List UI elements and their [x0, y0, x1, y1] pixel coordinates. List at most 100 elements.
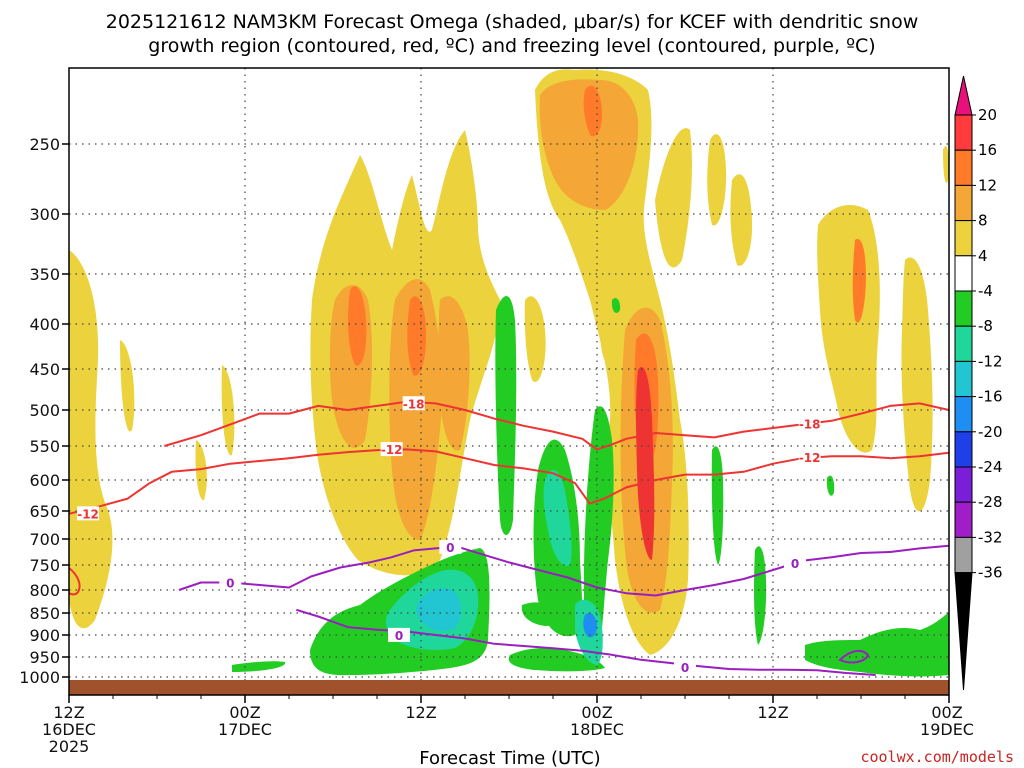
contour-series-1: [69, 448, 949, 515]
colorbar-label-8: -16: [978, 388, 1003, 406]
x-tick-label-12-line2: 17DEC: [218, 720, 272, 739]
colorbar-swatch-12: [954, 536, 973, 574]
colorbar-top-arrow: [954, 75, 973, 116]
label-dgz-lower-3: -12: [799, 451, 821, 465]
colorbar-label-1: 16: [978, 141, 997, 159]
subsidence-core-red: [636, 367, 655, 560]
x-tick-label-60-line1: 00Z: [931, 703, 962, 722]
colorbar-swatch-9: [954, 431, 973, 468]
subsidence-spikes-d: [730, 174, 753, 266]
y-tick-label-300: 300: [29, 205, 60, 224]
y-tick-label-700: 700: [29, 530, 60, 549]
x-tick-label-0-line1: 12Z: [53, 703, 84, 722]
colorbar-swatch-3: [954, 220, 973, 257]
y-tick-label-600: 600: [29, 471, 60, 490]
subsidence-core-upper: [539, 79, 639, 210]
subsidence-spike-a: [600, 296, 623, 370]
y-tick-label-900: 900: [29, 626, 60, 645]
colorbar-label-12: -32: [978, 528, 1003, 546]
y-tick-label-1000: 1000: [19, 668, 60, 687]
y-tick-label-350: 350: [29, 265, 60, 284]
x-tick-label-36-line2: 18DEC: [570, 720, 624, 739]
label-freezing-1: 0: [226, 577, 234, 591]
y-axis: 250 300 350 400 450 500 550 600 650 700 750 800 850 9…: [19, 135, 69, 687]
label-freezing-3: 0: [791, 557, 799, 571]
label-dgz-upper-1: -18: [403, 397, 425, 411]
subsidence-right-small: [524, 296, 546, 382]
ascent-low-band: [232, 661, 286, 672]
label-freezing-2-bg: [439, 539, 462, 554]
subsidence-blob-small-left: [120, 340, 135, 432]
y-tick-label-750: 750: [29, 556, 60, 575]
colorbar-label-10: -24: [978, 458, 1003, 476]
colorbar-bottom-arrow: [954, 572, 973, 691]
freezing-small-loop: [838, 649, 870, 664]
x-tick-label-0-line3: 2025: [49, 737, 90, 756]
subsidence-core-orangered: [347, 286, 367, 366]
colorbar-label-5: -4: [978, 282, 993, 300]
ascent-bottom-centre: [521, 602, 563, 626]
y-tick-label-850: 850: [29, 604, 60, 623]
colorbar-label-0: 20: [978, 106, 997, 124]
y-tick-label-250: 250: [29, 135, 60, 154]
x-tick-label-0-line2: 16DEC: [42, 720, 96, 739]
subsidence-edge-right: [943, 146, 949, 183]
label-dgz-lower-1: -12: [381, 443, 403, 457]
label-freezing-4-bg: [388, 627, 410, 642]
colorbar-swatch-11: [954, 501, 973, 538]
chart-title-line2: growth region (contoured, red, ºC) and f…: [148, 35, 875, 57]
contour-series-3: [296, 608, 876, 676]
subsidence-spikes-b: [655, 128, 693, 268]
x-tick-label-36-line1: 00Z: [581, 703, 612, 722]
ascent-spot-1: [611, 298, 621, 313]
freezing-bottom-left-arc: [69, 567, 81, 596]
ground-surface: [69, 680, 949, 695]
subsidence-spikes-c: [707, 134, 727, 226]
colorbar-swatch-4: [954, 255, 973, 292]
colorbar-label-6: -8: [978, 317, 993, 335]
label-dgz-upper-1-bg: [402, 396, 425, 411]
label-freezing-2: 0: [446, 541, 454, 555]
label-freezing-5-bg: [674, 660, 696, 675]
label-dgz-lower-3-bg: [798, 450, 821, 465]
colorbar-label-9: -20: [978, 423, 1003, 441]
subsidence-blob-left-edge: [69, 250, 113, 629]
ascent-low-right-col: [754, 546, 767, 645]
label-freezing-5: 0: [681, 661, 689, 675]
y-tick-label-800: 800: [29, 581, 60, 600]
credit-text: coolwx.com/models: [860, 748, 1014, 766]
ascent-spot-2: [826, 475, 835, 496]
x-tick-label-24-line1: 12Z: [405, 703, 436, 722]
label-freezing-1-bg: [219, 575, 242, 590]
chart-title-line1: 2025121612 NAM3KM Forecast Omega (shaded…: [106, 11, 919, 33]
label-dgz-upper-2: -18: [799, 417, 821, 431]
x-tick-label-48-line1: 12Z: [757, 703, 788, 722]
colorbar-swatch-6: [954, 325, 973, 362]
label-freezing-4: 0: [395, 629, 403, 643]
subsidence-blob-small-2: [221, 365, 235, 456]
colorbar-swatch-10: [954, 466, 973, 503]
colorbar-swatch-1: [954, 149, 973, 186]
colorbar: 20 16 12 8 4 -4 -8 -12 -16 -20 -24 -28 -32 -36: [954, 75, 1003, 691]
label-dgz-lower-2-bg: [77, 506, 100, 521]
gridlines: [69, 68, 949, 695]
colorbar-swatch-2: [954, 184, 973, 222]
ascent-teal-centre: [543, 469, 572, 566]
x-tick-label-12-line1: 00Z: [229, 703, 260, 722]
label-freezing-3-bg: [784, 555, 806, 570]
y-tick-label-400: 400: [29, 315, 60, 334]
colorbar-label-2: 12: [978, 176, 997, 194]
label-dgz-lower-2: -12: [77, 507, 99, 521]
ascent-cyan-low: [416, 588, 461, 631]
colorbar-swatch-8: [954, 396, 973, 433]
contour-extras: [69, 567, 870, 664]
ascent-column-2: [583, 406, 614, 661]
ascent-mid-column-right: [711, 446, 724, 565]
colorbar-label-4: 4: [978, 247, 988, 265]
x-tick-label-60-line2: 19DEC: [920, 720, 974, 739]
colorbar-swatch-5: [954, 290, 973, 327]
y-tick-label-500: 500: [29, 401, 60, 420]
colorbar-label-11: -28: [978, 493, 1003, 511]
y-tick-label-950: 950: [29, 648, 60, 667]
